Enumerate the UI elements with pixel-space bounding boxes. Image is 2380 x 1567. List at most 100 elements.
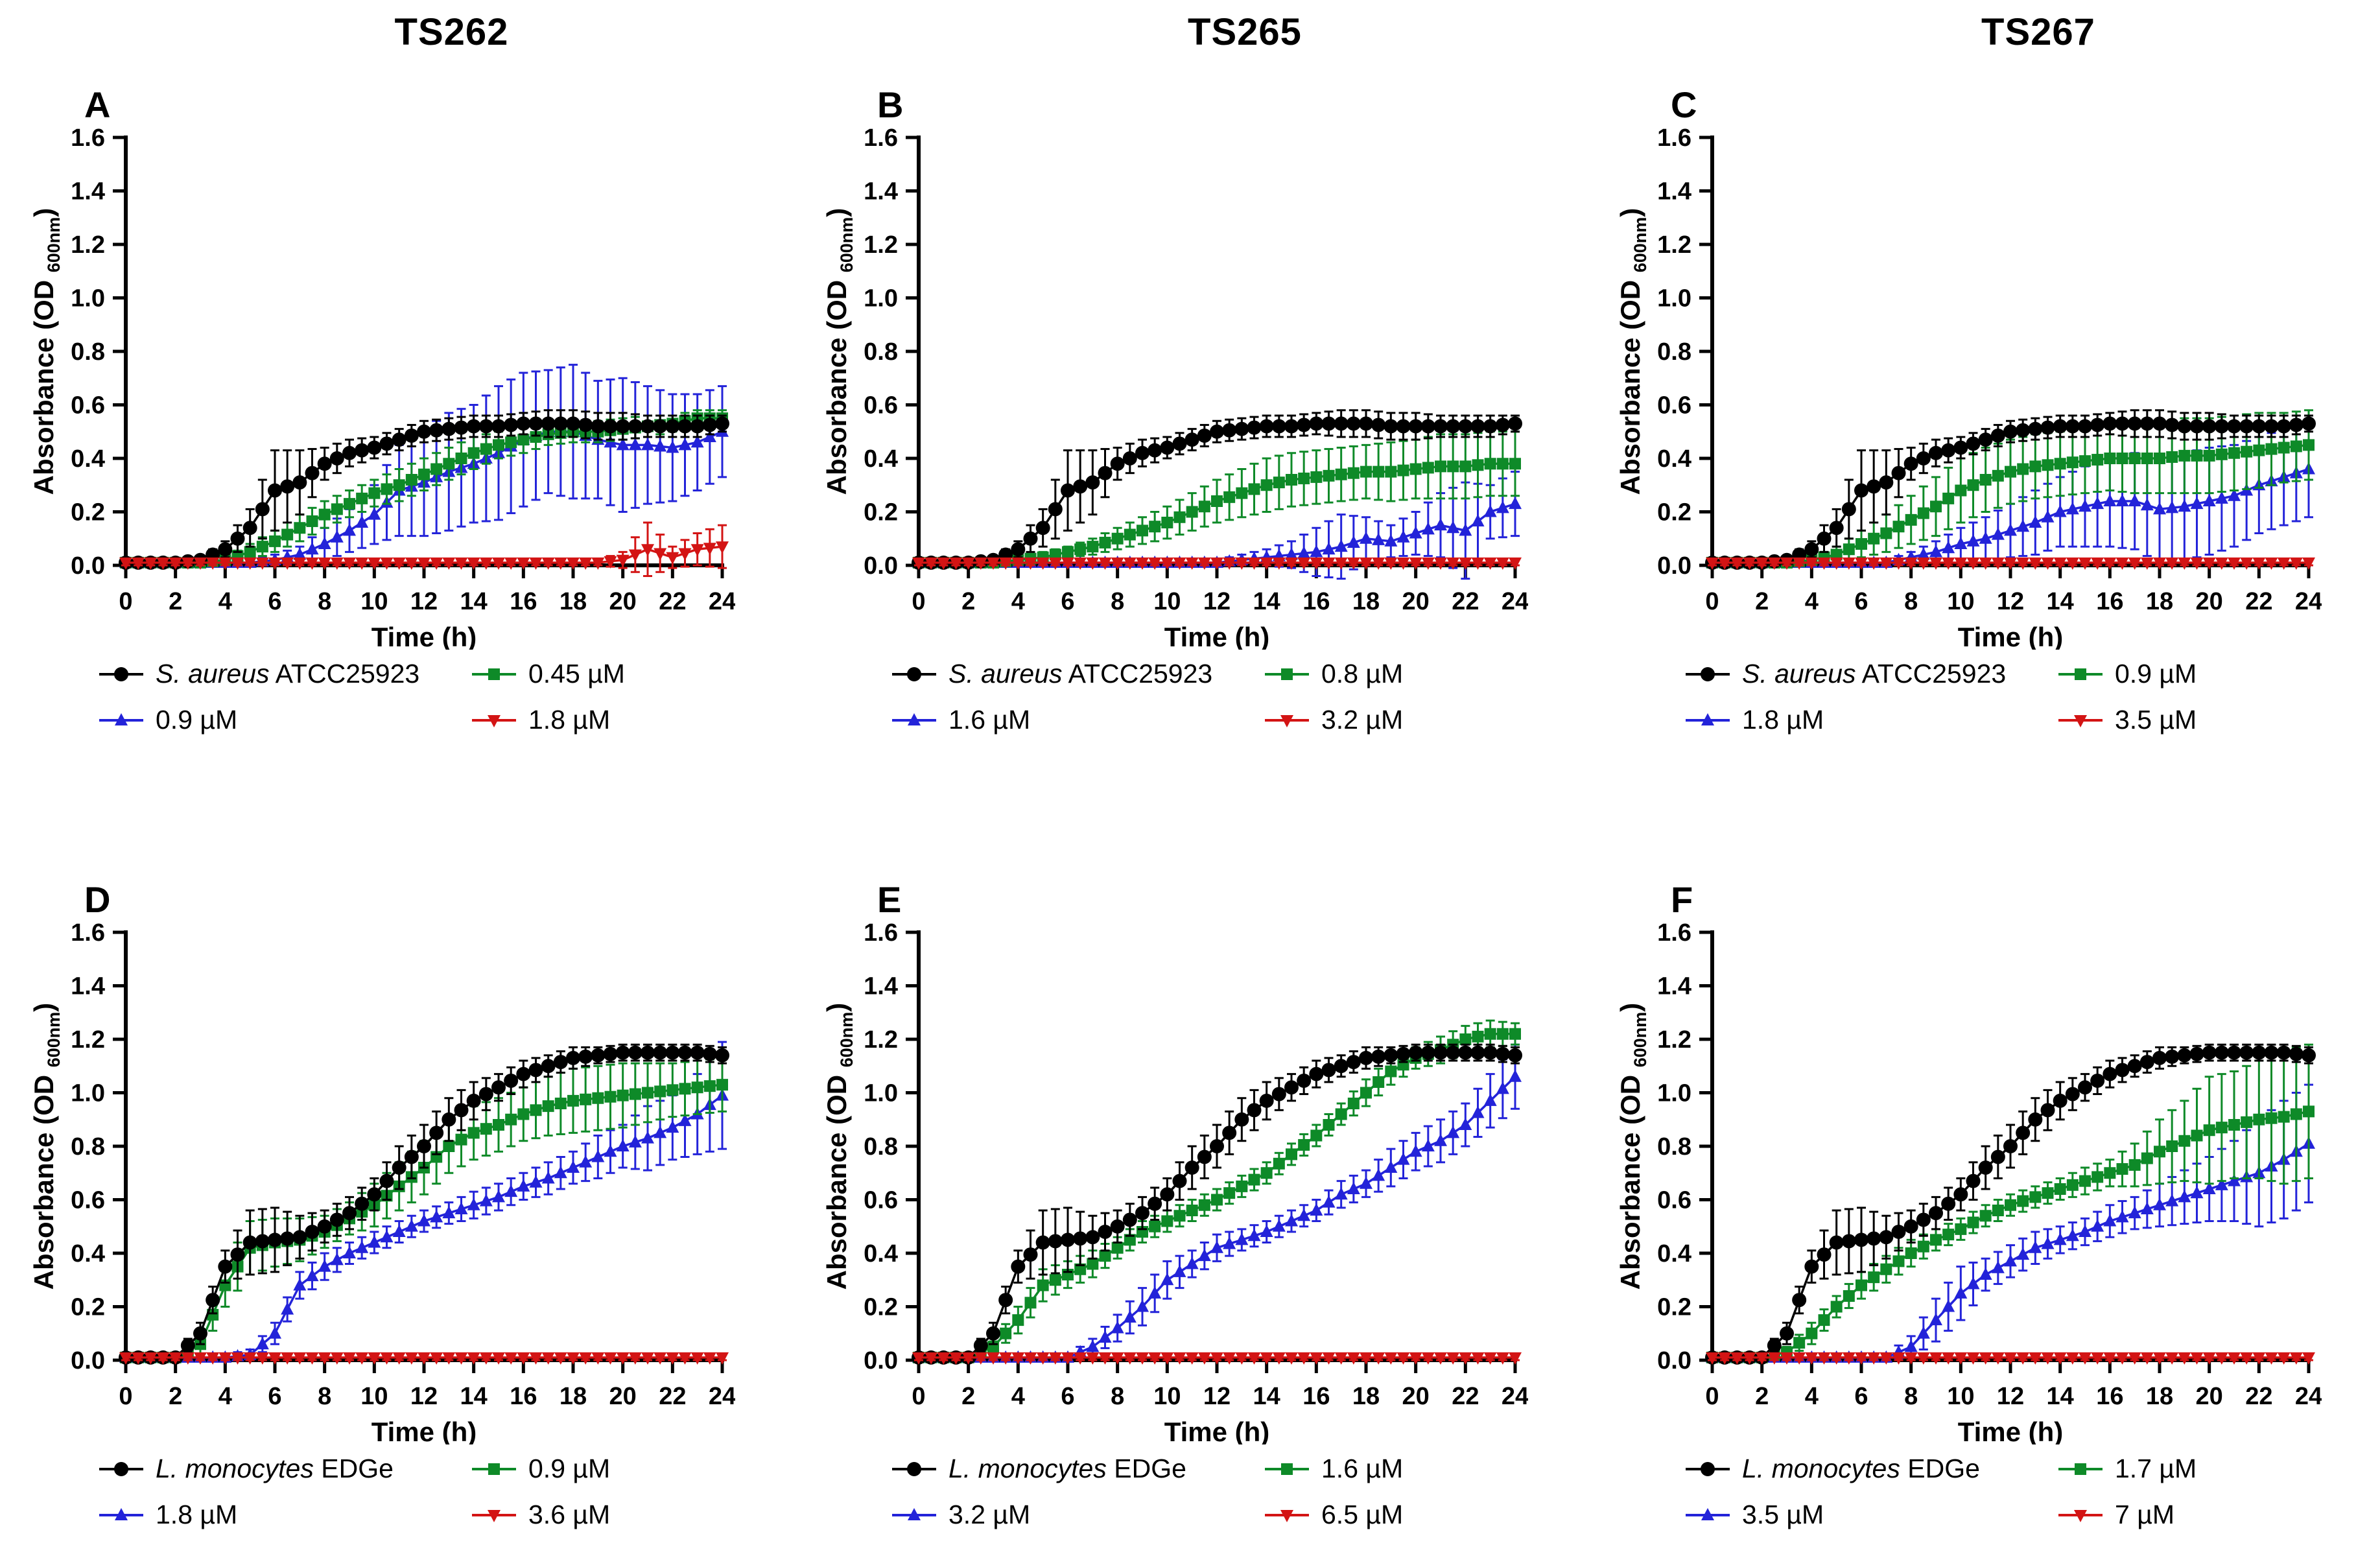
series-1.7-µM bbox=[1706, 1043, 2315, 1363]
svg-text:0.2: 0.2 bbox=[71, 499, 105, 526]
triangle-up-marker-icon bbox=[99, 1507, 143, 1520]
svg-text:18: 18 bbox=[1352, 1383, 1380, 1410]
svg-text:1.6: 1.6 bbox=[1657, 124, 1691, 152]
legend-item: 3.2 µM bbox=[890, 1500, 1263, 1530]
svg-text:0.2: 0.2 bbox=[864, 1294, 898, 1321]
svg-text:0.0: 0.0 bbox=[1657, 1347, 1691, 1374]
column-title-ts267: TS267 bbox=[1981, 11, 2095, 53]
series-3.6-µM bbox=[119, 1352, 729, 1365]
svg-text:14: 14 bbox=[1253, 588, 1280, 615]
svg-text:1.6: 1.6 bbox=[1657, 919, 1691, 947]
legend-label: 3.5 µM bbox=[2115, 705, 2197, 735]
legend-label: S. aureus ATCC25923 bbox=[1742, 659, 2007, 689]
svg-text:1.4: 1.4 bbox=[1657, 973, 1691, 1000]
legend-item: 3.6 µM bbox=[470, 1500, 610, 1530]
legend: S. aureus ATCC25923 0.45 µM 0.9 µM 1.8 µM bbox=[97, 659, 625, 735]
svg-text:0: 0 bbox=[1705, 1383, 1719, 1410]
legend-item: 3.5 µM bbox=[1684, 1500, 2056, 1530]
svg-text:4: 4 bbox=[218, 1383, 232, 1410]
svg-text:22: 22 bbox=[1452, 1383, 1479, 1410]
svg-text:1.6: 1.6 bbox=[864, 919, 898, 947]
svg-text:0.4: 0.4 bbox=[864, 1240, 898, 1267]
svg-text:4: 4 bbox=[1011, 1383, 1025, 1410]
svg-text:14: 14 bbox=[2047, 588, 2074, 615]
svg-text:0.4: 0.4 bbox=[1657, 1240, 1691, 1267]
svg-text:20: 20 bbox=[609, 588, 637, 615]
svg-text:6: 6 bbox=[268, 1383, 281, 1410]
legend-label: 0.9 µM bbox=[156, 705, 238, 735]
svg-text:20: 20 bbox=[2196, 1383, 2223, 1410]
svg-text:1.0: 1.0 bbox=[1657, 285, 1691, 312]
svg-text:6: 6 bbox=[268, 588, 281, 615]
panel-label: C bbox=[1671, 84, 1697, 125]
svg-text:1.0: 1.0 bbox=[864, 285, 898, 312]
svg-text:1.4: 1.4 bbox=[1657, 178, 1691, 206]
triangle-up-marker-icon bbox=[1686, 713, 1730, 725]
svg-text:1.2: 1.2 bbox=[71, 231, 105, 259]
y-axis-title: Absorbance (OD 600nm) bbox=[821, 1003, 856, 1290]
panel-a: A 0.0 0.2 0.4 0.6 0.8 1.0 1.2 1.4 1.6 0 2 4 6 8 10 12 14… bbox=[0, 73, 793, 817]
legend-item: 0.9 µM bbox=[97, 705, 470, 735]
svg-text:12: 12 bbox=[1203, 1383, 1231, 1410]
legend-item: 1.6 µM bbox=[1263, 1454, 1403, 1484]
triangle-up-marker-icon bbox=[892, 713, 936, 725]
series-1.6-µM bbox=[913, 1019, 1521, 1363]
svg-text:0: 0 bbox=[1705, 588, 1719, 615]
square-marker-icon bbox=[2058, 668, 2103, 680]
growth-chart-a: 0.00.20.40.60.81.01.21.41.60 2 4 6 8 10 12 14 16… bbox=[29, 124, 735, 650]
svg-text:10: 10 bbox=[1153, 588, 1181, 615]
growth-chart-d: 0.00.20.40.60.81.01.21.41.60 2 4 6 8 10 12 14 16… bbox=[29, 919, 735, 1444]
svg-text:1.4: 1.4 bbox=[71, 973, 105, 1000]
svg-text:12: 12 bbox=[410, 588, 438, 615]
legend-item: L. monocytes EDGe bbox=[1684, 1454, 2056, 1484]
legend-item: 3.5 µM bbox=[2056, 705, 2197, 735]
svg-text:1.4: 1.4 bbox=[864, 178, 898, 206]
legend-label: 0.9 µM bbox=[2115, 659, 2197, 689]
svg-text:4: 4 bbox=[1805, 588, 1819, 615]
svg-text:1.4: 1.4 bbox=[864, 973, 898, 1000]
svg-text:20: 20 bbox=[2196, 588, 2223, 615]
x-axis: 0 2 4 6 8 10 12 14 16 18 20 22 24 bbox=[912, 565, 1528, 615]
svg-text:8: 8 bbox=[1111, 1383, 1124, 1410]
triangle-down-marker-icon bbox=[1265, 714, 1309, 727]
svg-text:8: 8 bbox=[318, 1383, 331, 1410]
svg-text:8: 8 bbox=[1111, 588, 1124, 615]
svg-text:1.0: 1.0 bbox=[864, 1080, 898, 1107]
svg-text:0.8: 0.8 bbox=[1657, 338, 1691, 366]
legend: S. aureus ATCC25923 0.9 µM 1.8 µM 3.5 µM bbox=[1684, 659, 2197, 735]
column-title-ts265: TS265 bbox=[1188, 11, 1302, 53]
y-axis: 0.0 0.2 0.4 0.6 0.8 1.0 1.2 1.4 1.6 bbox=[1657, 124, 1712, 580]
legend-item: 1.8 µM bbox=[97, 1500, 470, 1530]
svg-text:0.6: 0.6 bbox=[71, 392, 105, 419]
circle-marker-icon bbox=[892, 666, 936, 681]
square-marker-icon bbox=[1265, 1463, 1309, 1475]
square-marker-icon bbox=[1265, 668, 1309, 680]
svg-text:10: 10 bbox=[360, 1383, 388, 1410]
panel-c: C 0.0 0.2 0.4 0.6 0.8 1.0 1.2 1.4 1.6 0 2 4 6 8 10 12 14… bbox=[1586, 73, 2380, 817]
svg-text:18: 18 bbox=[560, 588, 587, 615]
svg-text:20: 20 bbox=[609, 1383, 637, 1410]
legend-label: 3.6 µM bbox=[528, 1500, 611, 1529]
svg-text:24: 24 bbox=[1502, 1383, 1528, 1410]
legend-item: 1.8 µM bbox=[1684, 705, 2056, 735]
legend-item: 0.45 µM bbox=[470, 659, 625, 689]
svg-text:0.8: 0.8 bbox=[1657, 1133, 1691, 1161]
svg-text:16: 16 bbox=[2096, 588, 2123, 615]
y-axis-title: Absorbance (OD 600nm) bbox=[1615, 1003, 1650, 1290]
legend-item: 0.9 µM bbox=[2056, 659, 2197, 689]
svg-text:16: 16 bbox=[510, 588, 537, 615]
svg-text:1.6: 1.6 bbox=[71, 919, 105, 947]
y-axis: 0.0 0.2 0.4 0.6 0.8 1.0 1.2 1.4 1.6 bbox=[71, 124, 126, 580]
series-control bbox=[1705, 1043, 2316, 1365]
panel-b: B 0.0 0.2 0.4 0.6 0.8 1.0 1.2 1.4 1.6 0 2 4 6 8 10 12 14… bbox=[793, 73, 1586, 817]
svg-text:1.0: 1.0 bbox=[1657, 1080, 1691, 1107]
y-axis-title: Absorbance (OD 600nm) bbox=[29, 1003, 64, 1290]
svg-text:0.0: 0.0 bbox=[864, 552, 898, 580]
svg-text:16: 16 bbox=[2096, 1383, 2123, 1410]
panel-e: E 0.0 0.2 0.4 0.6 0.8 1.0 1.2 1.4 1.6 0 2 4 6 8 10 12 14… bbox=[793, 817, 1586, 1567]
svg-text:4: 4 bbox=[1011, 588, 1025, 615]
y-axis-title: Absorbance (OD 600nm) bbox=[29, 208, 64, 495]
svg-text:12: 12 bbox=[1203, 588, 1231, 615]
svg-text:0.2: 0.2 bbox=[1657, 499, 1691, 526]
growth-chart-f: 0.00.20.40.60.81.01.21.41.60 2 4 6 8 10 12 14 16… bbox=[1615, 919, 2322, 1444]
